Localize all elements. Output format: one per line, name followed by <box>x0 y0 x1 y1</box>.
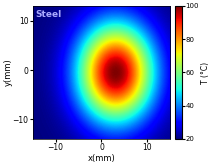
Text: Steel: Steel <box>35 10 61 19</box>
Y-axis label: T (°C): T (°C) <box>201 61 210 83</box>
Y-axis label: y(mm): y(mm) <box>3 59 13 86</box>
X-axis label: x(mm): x(mm) <box>88 154 115 163</box>
